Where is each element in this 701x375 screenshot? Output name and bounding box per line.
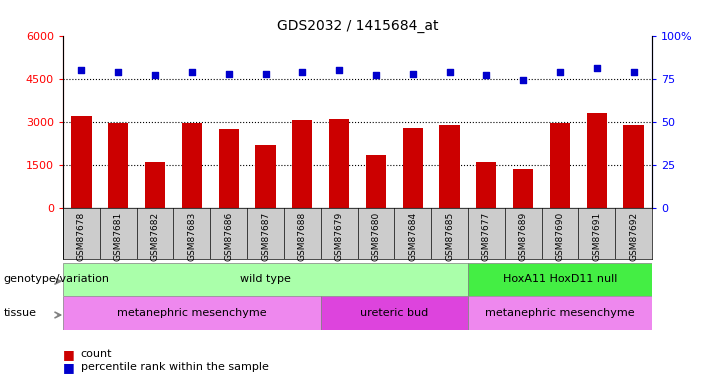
Bar xyxy=(255,145,275,208)
FancyBboxPatch shape xyxy=(468,262,652,296)
Point xyxy=(444,69,455,75)
Text: GSM87689: GSM87689 xyxy=(519,212,528,261)
Text: GSM87682: GSM87682 xyxy=(151,212,160,261)
Text: HoxA11 HoxD11 null: HoxA11 HoxD11 null xyxy=(503,274,617,284)
Point xyxy=(554,69,566,75)
Bar xyxy=(623,125,644,208)
Bar xyxy=(550,123,570,208)
Text: tissue: tissue xyxy=(4,308,36,318)
Text: GSM87690: GSM87690 xyxy=(555,212,564,261)
Bar xyxy=(219,129,239,208)
Text: GSM87685: GSM87685 xyxy=(445,212,454,261)
Point xyxy=(334,67,345,73)
Bar xyxy=(440,125,460,208)
Text: genotype/variation: genotype/variation xyxy=(4,274,109,284)
Point xyxy=(223,70,234,76)
Text: GSM87692: GSM87692 xyxy=(629,212,638,261)
FancyBboxPatch shape xyxy=(63,296,320,330)
Text: metanephric mesenchyme: metanephric mesenchyme xyxy=(117,308,266,318)
Point xyxy=(370,72,381,78)
Text: GSM87684: GSM87684 xyxy=(408,212,417,261)
Point xyxy=(260,70,271,76)
Text: GSM87678: GSM87678 xyxy=(77,212,86,261)
Bar xyxy=(108,123,128,208)
Bar xyxy=(366,155,386,208)
Text: ■: ■ xyxy=(63,348,75,361)
Point xyxy=(149,72,161,78)
Text: GSM87683: GSM87683 xyxy=(187,212,196,261)
Point xyxy=(76,67,87,73)
Text: GSM87686: GSM87686 xyxy=(224,212,233,261)
FancyBboxPatch shape xyxy=(63,262,468,296)
Point xyxy=(628,69,639,75)
Point xyxy=(113,69,124,75)
Bar xyxy=(513,170,533,208)
Text: GSM87679: GSM87679 xyxy=(334,212,343,261)
Text: percentile rank within the sample: percentile rank within the sample xyxy=(81,363,268,372)
Text: ureteric bud: ureteric bud xyxy=(360,308,428,318)
Bar xyxy=(476,162,496,208)
Point xyxy=(186,69,198,75)
FancyBboxPatch shape xyxy=(468,296,652,330)
Bar xyxy=(292,120,313,208)
Text: GSM87680: GSM87680 xyxy=(372,212,381,261)
Point xyxy=(517,78,529,84)
Point xyxy=(481,72,492,78)
Text: wild type: wild type xyxy=(240,274,291,284)
Text: ■: ■ xyxy=(63,361,75,374)
Bar xyxy=(587,113,607,208)
Point xyxy=(297,69,308,75)
Text: metanephric mesenchyme: metanephric mesenchyme xyxy=(485,308,634,318)
Title: GDS2032 / 1415684_at: GDS2032 / 1415684_at xyxy=(277,19,438,33)
Text: GSM87688: GSM87688 xyxy=(298,212,307,261)
Bar xyxy=(182,123,202,208)
Text: GSM87687: GSM87687 xyxy=(261,212,270,261)
Text: GSM87677: GSM87677 xyxy=(482,212,491,261)
Bar xyxy=(329,119,349,208)
Text: GSM87681: GSM87681 xyxy=(114,212,123,261)
Point xyxy=(407,70,418,76)
Bar xyxy=(145,162,165,208)
Bar xyxy=(402,128,423,208)
Point xyxy=(591,65,602,71)
Text: GSM87691: GSM87691 xyxy=(592,212,601,261)
Text: count: count xyxy=(81,350,112,359)
FancyBboxPatch shape xyxy=(320,296,468,330)
Bar xyxy=(72,116,92,208)
